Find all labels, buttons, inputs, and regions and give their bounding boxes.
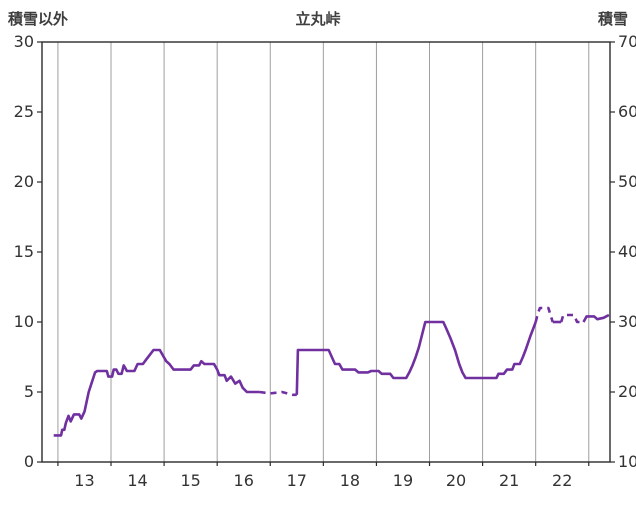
data-series-segment [582, 313, 610, 323]
x-axis-tick-label: 18 [340, 471, 360, 490]
left-axis-tick-label: 0 [24, 452, 34, 471]
right-axis-title: 積雪 [597, 10, 628, 28]
x-axis-tick-label: 17 [287, 471, 307, 490]
right-axis-tick-label: 60 [618, 102, 636, 121]
right-axis-tick-label: 70 [618, 32, 636, 51]
right-axis-tick-label: 40 [618, 242, 636, 261]
right-axis-tick-label: 30 [618, 312, 636, 331]
plot-frame [41, 41, 611, 463]
left-axis-title: 積雪以外 [8, 10, 69, 28]
right-axis-tick-label: 10 [618, 452, 636, 471]
left-axis-tick-label: 15 [14, 242, 34, 261]
data-series-segment [295, 320, 537, 395]
left-axis-tick-label: 25 [14, 102, 34, 121]
right-axis-tick-label: 50 [618, 172, 636, 191]
data-series-segment [534, 306, 554, 323]
x-axis-tick-label: 19 [393, 471, 413, 490]
chart-header: 積雪以外 立丸峠 積雪 [0, 6, 636, 30]
data-series-segment [559, 313, 584, 324]
data-series-segment [53, 348, 260, 437]
left-axis-tick-label: 5 [24, 382, 34, 401]
x-axis-tick-label: 14 [127, 471, 147, 490]
left-axis-tick-label: 20 [14, 172, 34, 191]
left-axis-tick-label: 10 [14, 312, 34, 331]
x-axis-tick-label: 13 [74, 471, 94, 490]
x-axis-tick-label: 15 [180, 471, 200, 490]
x-axis-tick-label: 21 [499, 471, 519, 490]
x-axis-tick-label: 16 [234, 471, 254, 490]
data-series-segment [259, 390, 297, 397]
x-axis-tick-label: 22 [552, 471, 572, 490]
x-axis-tick-label: 20 [446, 471, 466, 490]
left-axis-tick-label: 30 [14, 32, 34, 51]
right-axis-tick-label: 20 [618, 382, 636, 401]
chart-title: 立丸峠 [295, 10, 341, 28]
